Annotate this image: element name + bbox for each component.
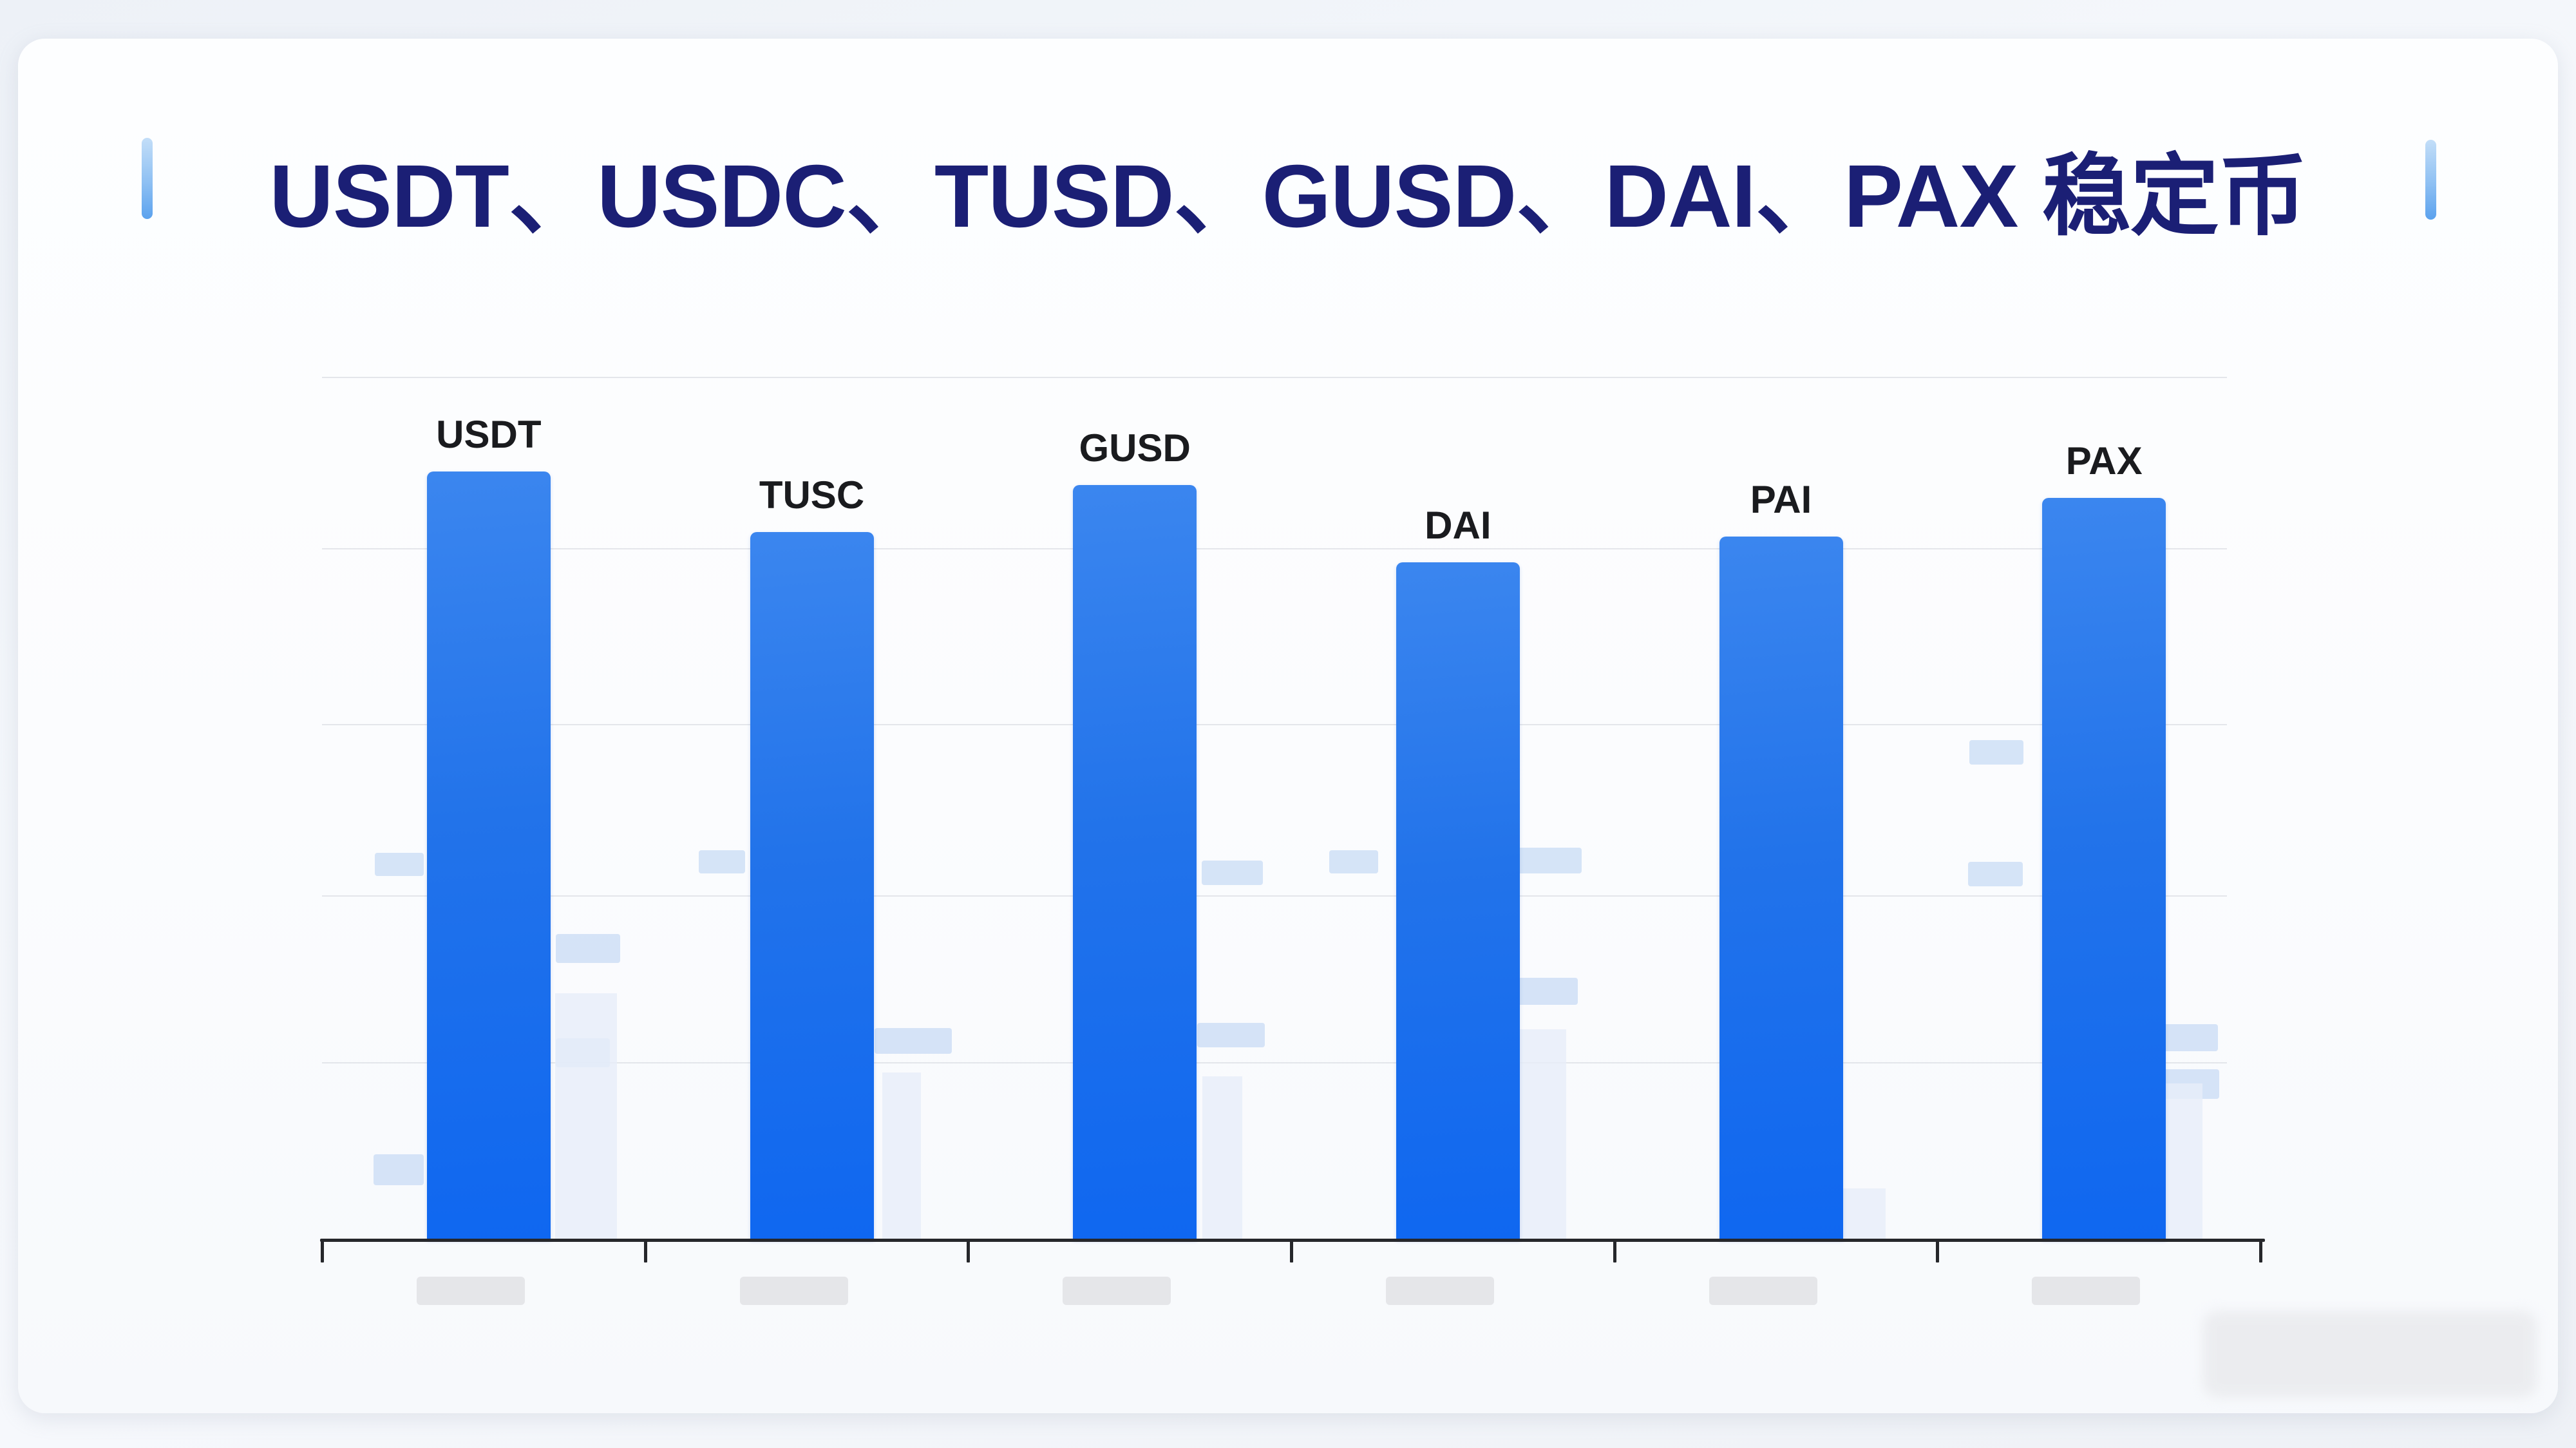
bar-label-pai: PAI: [1750, 477, 1812, 521]
faded-axis-label: [1709, 1277, 1817, 1305]
x-axis-tick: [321, 1239, 324, 1262]
page-title: USDT、USDC、TUSD、GUSD、DAI、PAX 稳定币: [269, 147, 2307, 246]
bar-pai: [1719, 536, 1843, 1240]
gridline: [322, 895, 2227, 897]
bar-tusc: [750, 532, 874, 1240]
ghost-column: [1513, 1029, 1566, 1240]
ghost-column: [882, 1072, 921, 1240]
bar-label-tusc: TUSC: [759, 473, 865, 517]
ghost-rect: [699, 850, 745, 873]
title-accent-left: [142, 138, 153, 219]
ghost-rect: [1969, 740, 2023, 765]
bar-label-dai: DAI: [1425, 504, 1492, 548]
bar-dai: [1396, 562, 1520, 1240]
ghost-rect: [1202, 861, 1263, 885]
faded-axis-label: [2032, 1277, 2141, 1305]
bar-label-usdt: USDT: [436, 413, 542, 457]
title-accent-right: [2425, 140, 2436, 220]
faded-axis-label: [1385, 1277, 1494, 1305]
faded-axis-label: [416, 1277, 525, 1305]
ghost-column: [1202, 1076, 1242, 1240]
bar-label-gusd: GUSD: [1079, 426, 1191, 470]
bar-gusd: [1073, 484, 1197, 1240]
bar-usdt: [426, 472, 551, 1240]
ghost-rect: [1512, 848, 1582, 873]
faded-axis-label: [739, 1277, 848, 1305]
watermark-smudge: [2202, 1311, 2537, 1398]
ghost-column: [1837, 1188, 1886, 1240]
ghost-rect: [1197, 1023, 1265, 1047]
ghost-rect: [556, 934, 620, 963]
ghost-column: [555, 993, 617, 1240]
x-axis-tick: [2259, 1239, 2262, 1262]
ghost-rect: [875, 1028, 952, 1054]
ghost-rect: [1512, 978, 1578, 1005]
x-axis-tick: [967, 1239, 971, 1262]
bar-pax: [2042, 497, 2166, 1240]
x-axis-tick: [1936, 1239, 1940, 1262]
gridline: [322, 1062, 2227, 1063]
x-axis-tick: [1290, 1239, 1293, 1262]
x-axis-tick: [1613, 1239, 1616, 1262]
ghost-rect: [1329, 850, 1378, 873]
x-axis-tick: [643, 1239, 647, 1262]
gridline: [322, 548, 2227, 549]
bar-label-pax: PAX: [2065, 439, 2143, 482]
faded-axis-label: [1063, 1277, 1171, 1305]
ghost-rect: [1968, 862, 2023, 886]
gridline: [322, 377, 2227, 378]
ghost-rect: [2160, 1024, 2218, 1051]
ghost-rect: [374, 1154, 424, 1185]
ghost-rect: [375, 853, 424, 876]
gridline: [322, 724, 2227, 725]
